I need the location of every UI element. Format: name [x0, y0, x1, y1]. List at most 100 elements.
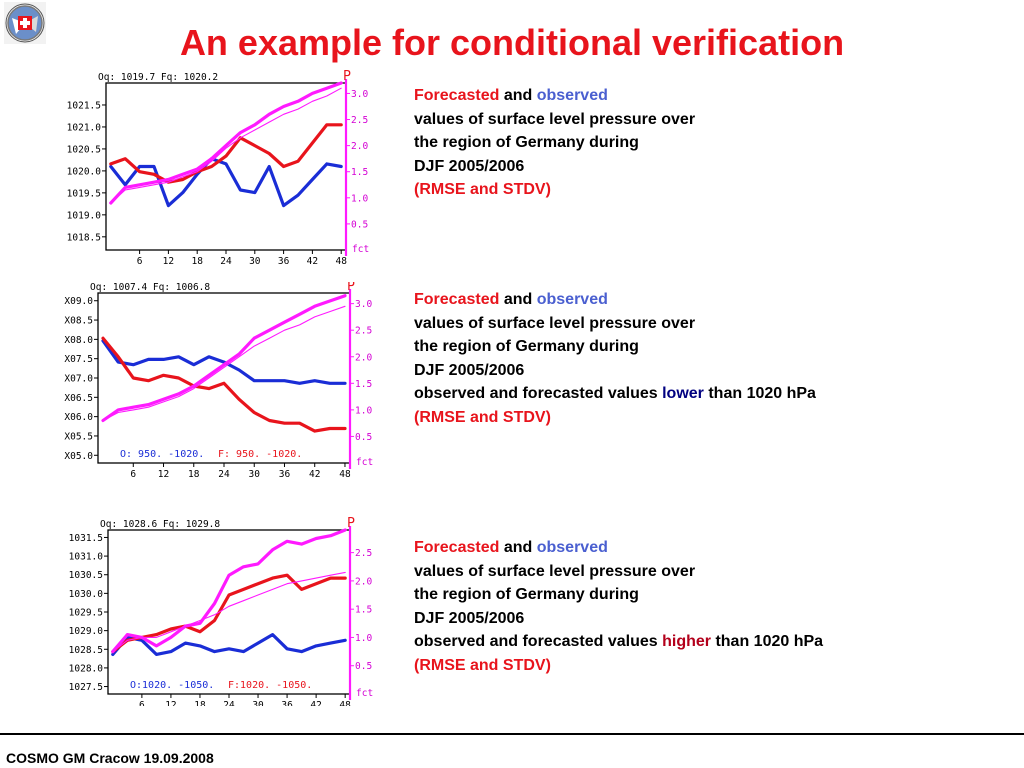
right-axis-label: P — [347, 516, 355, 531]
right-axis-label: P — [343, 70, 351, 84]
left-tick-label: 1031.5 — [69, 533, 103, 544]
desc-2-condition: observed and forecasted values lower tha… — [414, 382, 816, 406]
right-tick-label: 1.0 — [355, 633, 372, 644]
x-tick-label: 12 — [163, 256, 174, 267]
desc-1-line-1: Forecasted and observed — [414, 84, 695, 108]
chart-1-svg: Oq: 1019.7 Fq: 1020.2 P 1018.5 1019.0 1019.5… — [67, 70, 370, 267]
series-stdv-line — [110, 87, 342, 204]
left-tick-label: X06.5 — [64, 393, 93, 404]
series-observed-line — [111, 632, 347, 656]
and-word: and — [503, 87, 533, 104]
x-tick-label: 18 — [191, 256, 203, 267]
footer-text: COSMO GM Cracow 19.09.2008 — [6, 750, 214, 766]
legend-forecast: F:1020. -1050. — [228, 680, 312, 691]
right-tick-label: 2.0 — [351, 141, 368, 152]
x-tick-label: 36 — [279, 469, 291, 477]
condition-prefix: observed and forecasted values — [414, 633, 663, 650]
condition-suffix: than 1020 hPa — [703, 385, 816, 402]
chart-3-svg: Oq: 1028.6 Fq: 1029.8 P 1027.5 1028.0 1028.5… — [69, 516, 374, 706]
description-3: Forecasted and observed values of surfac… — [414, 536, 823, 677]
legend-forecast: F: 950. -1020. — [218, 449, 302, 460]
right-tick-label: 1.5 — [355, 379, 372, 390]
x-axis-label: fct — [356, 688, 373, 699]
x-axis-label: fct — [352, 244, 369, 255]
legend-observed: O: 950. -1020. — [120, 449, 204, 460]
x-axis-label: fct — [356, 457, 373, 468]
left-tick-label: 1029.5 — [69, 608, 103, 619]
series-forecast-line — [101, 336, 347, 433]
x-tick-label: 30 — [252, 700, 264, 706]
series-rmse-line — [109, 81, 343, 205]
description-1: Forecasted and observed values of surfac… — [414, 84, 695, 202]
observed-word: observed — [536, 539, 608, 556]
condition-suffix: than 1020 hPa — [711, 633, 824, 650]
footer-divider — [0, 733, 1024, 735]
chart-1: Oq: 1019.7 Fq: 1020.2 P 1018.5 1019.0 1019.5… — [60, 70, 400, 270]
description-2: Forecasted and observed values of surfac… — [414, 288, 816, 429]
left-tick-label: 1019.5 — [67, 188, 101, 199]
x-tick-label: 24 — [218, 469, 230, 477]
left-tick-label: 1021.5 — [67, 100, 101, 111]
x-tick-label: 30 — [249, 256, 261, 267]
desc-3-rmse: (RMSE and STDV) — [414, 656, 551, 674]
x-tick-label: 48 — [335, 256, 347, 267]
left-tick-label: 1028.0 — [69, 663, 104, 674]
left-tick-label: 1018.5 — [67, 232, 101, 243]
series-observed-line — [101, 339, 347, 385]
left-tick-label: 1021.0 — [67, 122, 102, 133]
desc-3-condition: observed and forecasted values higher th… — [414, 630, 823, 654]
condition-word: higher — [662, 633, 711, 650]
left-tick-label: X08.5 — [64, 316, 93, 327]
desc-1-line-2: values of surface level pressure over — [414, 110, 696, 128]
left-tick-label: 1020.5 — [67, 144, 101, 155]
x-tick-label: 6 — [139, 700, 145, 706]
series-stdv-line — [102, 305, 346, 422]
desc-2-line-2: values of surface level pressure over — [414, 314, 696, 332]
chart-3: Oq: 1028.6 Fq: 1029.8 P 1027.5 1028.0 1028.5… — [60, 512, 405, 706]
x-tick-label: 36 — [281, 700, 293, 706]
right-tick-label: 2.0 — [355, 352, 372, 363]
series-observed-line — [109, 157, 343, 208]
left-tick-label: X07.5 — [64, 354, 93, 365]
forecasted-word: Forecasted — [414, 87, 500, 104]
x-tick-label: 42 — [310, 700, 321, 706]
legend-observed: O:1020. -1050. — [130, 680, 214, 691]
left-tick-label: X07.0 — [64, 374, 93, 385]
right-tick-label: 1.0 — [355, 405, 372, 416]
forecasted-word: Forecasted — [414, 291, 500, 308]
and-word: and — [503, 291, 533, 308]
desc-1-line-3: the region of Germany during — [414, 134, 639, 151]
left-tick-label: 1027.5 — [69, 682, 103, 693]
desc-2-line-4: DJF 2005/2006 — [414, 361, 525, 379]
desc-3-line-4: DJF 2005/2006 — [414, 609, 525, 627]
right-tick-label: 3.0 — [351, 89, 368, 100]
observed-word: observed — [536, 291, 608, 308]
x-tick-label: 36 — [278, 256, 290, 267]
cosmo-logo-icon — [4, 2, 46, 44]
left-tick-label: X09.0 — [64, 296, 93, 307]
left-tick-label: 1028.5 — [69, 645, 103, 656]
chart-2: Oq: 1007.4 Fq: 1006.8 P X05.0 X05.5 X06.0 X06… — [60, 282, 405, 477]
series-forecast-line — [109, 123, 343, 184]
right-tick-label: 2.0 — [355, 576, 372, 587]
condition-prefix: observed and forecasted values — [414, 385, 663, 402]
series-rmse-line — [101, 294, 347, 423]
left-tick-label: X08.0 — [64, 335, 93, 346]
series-stdv-line — [112, 571, 346, 653]
right-tick-label: 1.5 — [351, 167, 368, 178]
and-word: and — [503, 539, 533, 556]
left-tick-label: 1030.0 — [69, 589, 104, 600]
chart-header: Oq: 1019.7 Fq: 1020.2 — [98, 72, 218, 83]
x-tick-label: 24 — [220, 256, 232, 267]
x-tick-label: 24 — [223, 700, 235, 706]
right-tick-label: 1.5 — [355, 605, 372, 616]
desc-2-line-1: Forecasted and observed — [414, 288, 816, 312]
x-tick-label: 12 — [165, 700, 176, 706]
desc-3-line-2: values of surface level pressure over — [414, 562, 696, 580]
right-tick-label: 0.5 — [355, 432, 372, 443]
left-tick-label: X06.0 — [64, 412, 93, 423]
chart-header: Oq: 1028.6 Fq: 1029.8 — [100, 519, 220, 530]
right-tick-label: 0.5 — [355, 661, 372, 672]
chart-header: Oq: 1007.4 Fq: 1006.8 — [90, 282, 210, 293]
x-tick-label: 48 — [339, 700, 351, 706]
